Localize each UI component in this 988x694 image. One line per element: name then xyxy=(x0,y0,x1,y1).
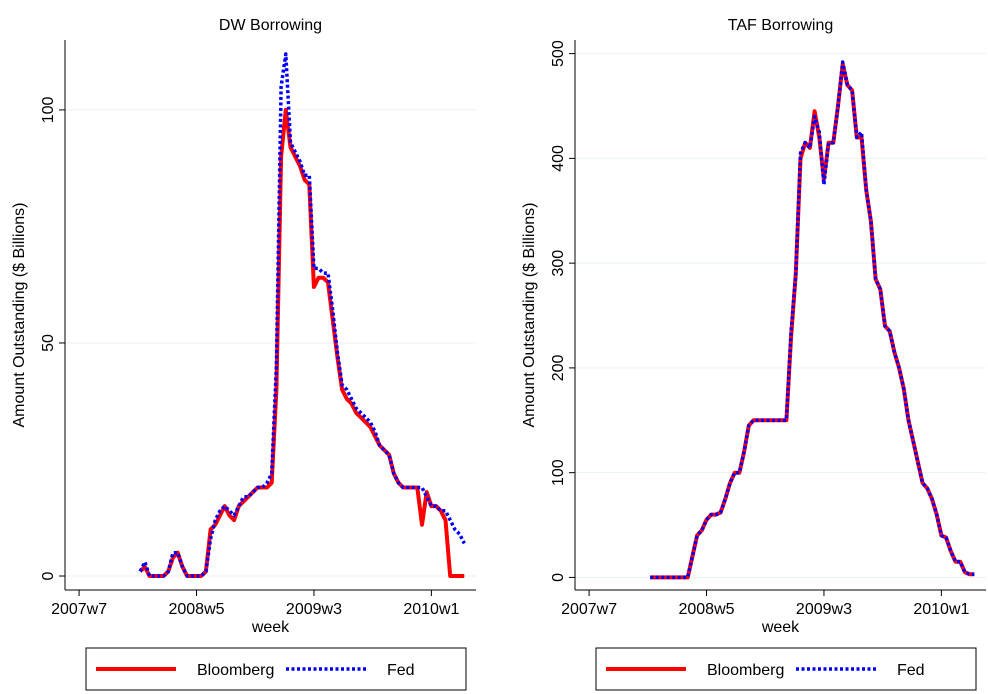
x-axis-label: week xyxy=(761,619,800,636)
legend-label: Fed xyxy=(387,662,415,679)
x-tick-label: 2008w5 xyxy=(168,601,224,618)
y-tick-label: 0 xyxy=(40,571,57,580)
x-axis-label: week xyxy=(251,619,290,636)
series-line xyxy=(138,52,466,578)
y-tick-label: 500 xyxy=(550,40,567,67)
legend-label: Bloomberg xyxy=(707,662,784,679)
panel: DW Borrowing 0 50 100 2007w7 2008w5 2009w3 2010… xyxy=(11,17,476,691)
chart-title: DW Borrowing xyxy=(219,17,322,34)
chart-title: TAF Borrowing xyxy=(728,17,834,34)
legend-label: Bloomberg xyxy=(197,662,274,679)
legend-label: Fed xyxy=(897,662,925,679)
y-tick-label: 200 xyxy=(550,354,567,381)
x-tick-label: 2008w5 xyxy=(678,601,734,618)
y-tick-label: 100 xyxy=(40,96,57,123)
x-tick-label: 2009w3 xyxy=(286,601,342,618)
y-tick-label: 0 xyxy=(550,573,567,582)
x-tick-label: 2010w1 xyxy=(403,601,459,618)
y-tick-label: 400 xyxy=(550,145,567,172)
x-tick-label: 2007w7 xyxy=(561,601,617,618)
series-line xyxy=(650,62,975,580)
y-tick-label: 100 xyxy=(550,459,567,486)
x-tick-label: 2009w3 xyxy=(796,601,852,618)
x-tick-label: 2007w7 xyxy=(51,601,107,618)
y-axis-label: Amount Outstanding ($ Billions) xyxy=(521,203,538,428)
x-tick-label: 2010w1 xyxy=(913,601,969,618)
y-tick-label: 50 xyxy=(40,334,57,352)
y-tick-label: 300 xyxy=(550,250,567,277)
series-line xyxy=(650,60,975,580)
y-axis-label: Amount Outstanding ($ Billions) xyxy=(11,203,28,428)
panel: TAF Borrowing 0 100 200 300 400 500 2007w7 2008w… xyxy=(521,17,986,691)
